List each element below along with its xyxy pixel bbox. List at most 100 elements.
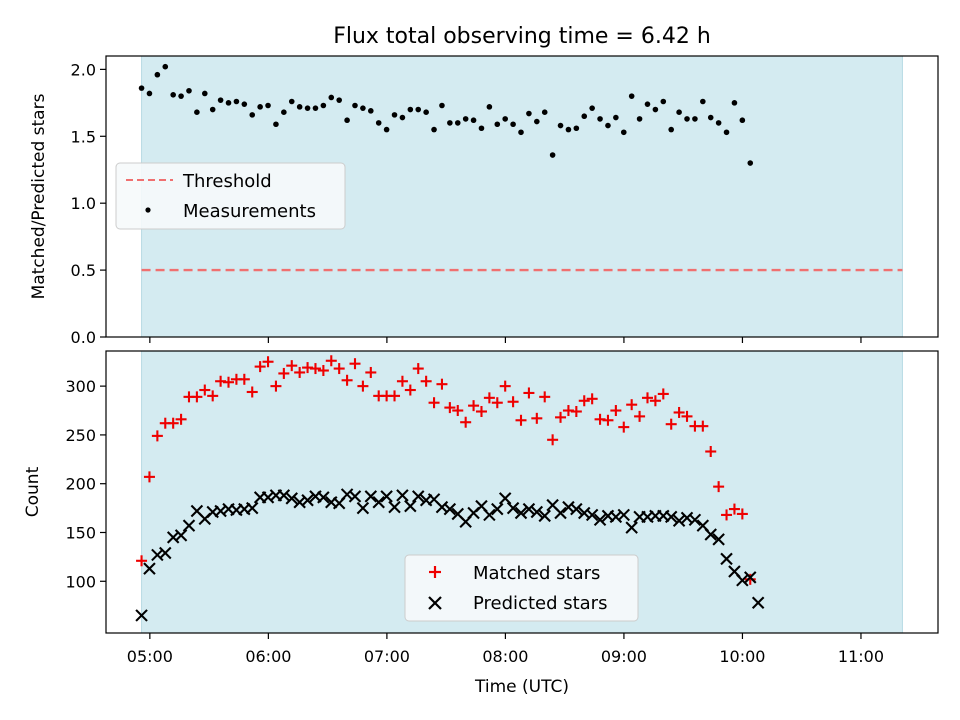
matched-star-point [396,375,408,387]
measurement-point [170,92,176,98]
predicted-star-point [411,490,425,503]
measurement-point [439,102,445,109]
measurement-point [352,102,358,109]
matched-star-point [491,397,503,409]
predicted-star-point [285,492,298,505]
measurement-point [447,120,453,126]
predicted-star-point [664,510,678,524]
measurement-point [399,114,406,121]
matched-star-point [278,367,290,379]
measurement-point [209,106,216,113]
legend-predicted-label: Predicted stars [473,593,607,614]
predicted-star-point [182,519,196,532]
measurement-point [217,97,224,103]
measurement-point [162,63,169,70]
matched-star-point [634,410,646,422]
top-plot-marks [138,63,903,272]
measurement-point [684,116,690,122]
top-legend: Threshold Measurements [115,162,346,230]
measurement-point [407,106,414,113]
bottom-y-tick-label: 300 [65,377,96,396]
predicted-star-point [585,508,599,522]
measurement-point [597,116,603,122]
chart-title: Flux total observing time = 6.42 h [333,24,711,49]
measurement-point [423,109,429,115]
measurement-point [692,116,698,122]
predicted-star-point [744,571,757,584]
predicted-star-point [356,501,370,515]
matched-star-point [602,414,614,426]
predicted-star-point [159,546,172,560]
matched-star-point [199,384,211,396]
matched-star-point [238,373,250,385]
measurement-point [360,105,366,111]
measurement-point [344,117,350,124]
measurement-point [700,98,706,105]
measurement-point [288,98,295,105]
measurement-point [146,90,153,97]
predicted-star-point [506,501,520,515]
matched-star-point [697,420,709,432]
matched-star-point [309,363,321,375]
predicted-star-point [538,509,551,523]
predicted-star-point [277,489,291,502]
predicted-star-point [751,596,765,609]
predicted-star-point [570,502,583,516]
bottom-y-tick-label: 250 [65,426,96,445]
matched-star-point [143,471,155,483]
bottom-x-tick-label: 10:00 [719,647,765,666]
measurement-point [194,109,200,115]
bottom-y-tick-label: 100 [65,572,96,591]
predicted-star-point [704,528,717,541]
predicted-star-point [530,505,544,519]
matched-star-point [207,390,219,402]
measurement-point [636,116,643,122]
measurement-point [526,110,532,117]
measurement-point [620,129,627,136]
legend-predicted-swatch [428,596,442,610]
predicted-star-point [672,514,686,528]
matched-star-point [452,405,464,417]
matched-star-point [436,378,448,390]
measurement-point [723,129,730,136]
matched-star-point [254,361,266,373]
measurement-point [502,116,508,122]
ratio-panel: 0.00.51.01.52.0 Matched/Predicted stars … [29,55,939,347]
measurement-point [415,106,422,113]
measurement-point [628,93,635,99]
measurement-point [478,125,485,132]
matched-star-point [333,363,345,375]
predicted-star-point [593,513,607,527]
matched-star-point [570,405,582,417]
measurement-point [613,114,619,121]
measurement-point [233,98,240,105]
predicted-star-point [245,501,259,515]
measurement-point [462,116,469,122]
matched-star-point [246,386,258,398]
matched-star-point [728,503,740,515]
predicted-star-point [301,494,314,507]
matched-star-point [713,481,725,493]
matched-star-point [721,509,733,521]
predicted-star-point [522,502,536,516]
predicted-star-point [491,502,504,516]
measurement-point [668,126,675,133]
measurement-point [541,109,548,115]
matched-star-point [483,392,495,404]
measurement-point [518,129,524,136]
predicted-star-point [736,574,749,587]
bottom-legend: Matched stars Predicted stars [404,554,639,622]
legend-matched-label: Matched stars [473,563,600,584]
predicted-star-point [404,499,417,513]
matched-star-point [262,356,274,368]
matched-star-point [515,414,527,426]
predicted-star-point [348,490,362,503]
predicted-star-point [720,552,733,566]
bottom-y-tick-label: 200 [65,475,96,494]
matched-star-point [673,406,685,418]
matched-star-point [151,430,163,442]
matched-star-point [317,365,329,377]
measurement-point [304,105,311,111]
matched-star-point [389,390,401,402]
matched-star-point [578,395,590,407]
